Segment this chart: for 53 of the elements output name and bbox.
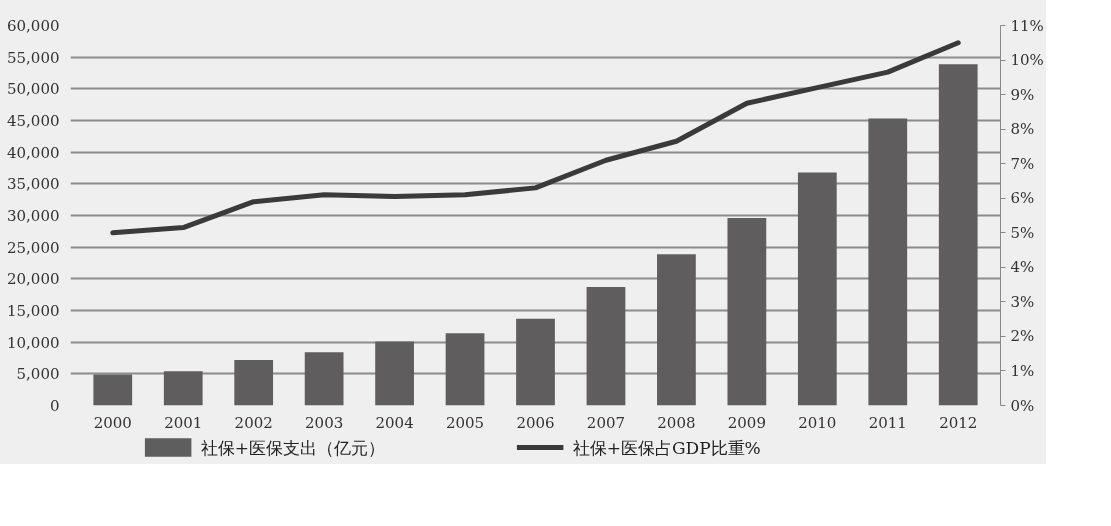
bar	[304, 352, 344, 406]
y2-tick-label: 9%	[1010, 85, 1035, 104]
y-tick-label: 35,000	[7, 175, 60, 194]
x-tick-label: 2012	[939, 413, 978, 432]
x-tick-label: 2006	[516, 413, 555, 432]
x-tick-label: 2007	[586, 413, 626, 432]
bar	[797, 172, 837, 406]
x-tick-label: 2000	[93, 413, 132, 432]
y-tick-label: 25,000	[7, 238, 60, 257]
x-tick-label: 2004	[375, 413, 414, 432]
y2-tick-label: 11%	[1010, 16, 1044, 35]
bar	[586, 287, 626, 406]
y-tick-label: 45,000	[7, 112, 60, 130]
y-tick-label: 50,000	[7, 80, 60, 99]
y2-tick-label: 7%	[1010, 154, 1035, 173]
y2-tick-label: 8%	[1010, 120, 1035, 139]
x-tick-label: 2003	[305, 413, 344, 432]
y-tick-label: 5,000	[16, 365, 60, 384]
bar	[938, 64, 978, 406]
x-tick-label: 2011	[868, 413, 907, 432]
x-tick-label: 2009	[727, 413, 766, 432]
y2-tick-label: 4%	[1010, 258, 1035, 277]
bar	[516, 318, 555, 406]
bar	[868, 118, 908, 406]
bar	[657, 254, 696, 406]
y-tick-label: 60,000	[7, 17, 60, 35]
y2-tick-label: 2%	[1010, 327, 1035, 346]
legend-label: 社保+医保占GDP比重%	[572, 437, 761, 458]
x-tick-label: 2002	[234, 413, 273, 432]
x-tick-label: 2005	[445, 413, 485, 432]
x-tick-label: 2008	[657, 413, 696, 432]
bar	[445, 333, 485, 406]
y-tick-label: 15,000	[7, 302, 60, 320]
bar	[163, 371, 203, 406]
legend-label: 社保+医保支出（亿元）	[200, 437, 385, 458]
y2-tick-label: 1%	[1010, 361, 1035, 380]
y2-tick-label: 3%	[1010, 292, 1035, 311]
bar	[93, 374, 133, 406]
bar	[727, 218, 767, 406]
y-tick-label: 20,000	[7, 270, 60, 289]
y2-tick-label: 6%	[1010, 189, 1035, 208]
y-tick-label: 55,000	[7, 48, 60, 67]
y-tick-label: 30,000	[7, 207, 60, 225]
bar	[375, 341, 414, 406]
y-tick-label: 40,000	[7, 143, 60, 162]
x-tick-label: 2010	[798, 413, 837, 432]
x-tick-label: 2001	[164, 413, 203, 432]
y2-tick-label: 5%	[1010, 223, 1035, 242]
y2-tick-label: 0%	[1010, 396, 1035, 415]
y-tick-label: 0	[49, 397, 60, 415]
y2-tick-label: 10%	[1010, 51, 1044, 70]
y-tick-label: 10,000	[7, 333, 60, 352]
bar	[234, 359, 274, 406]
